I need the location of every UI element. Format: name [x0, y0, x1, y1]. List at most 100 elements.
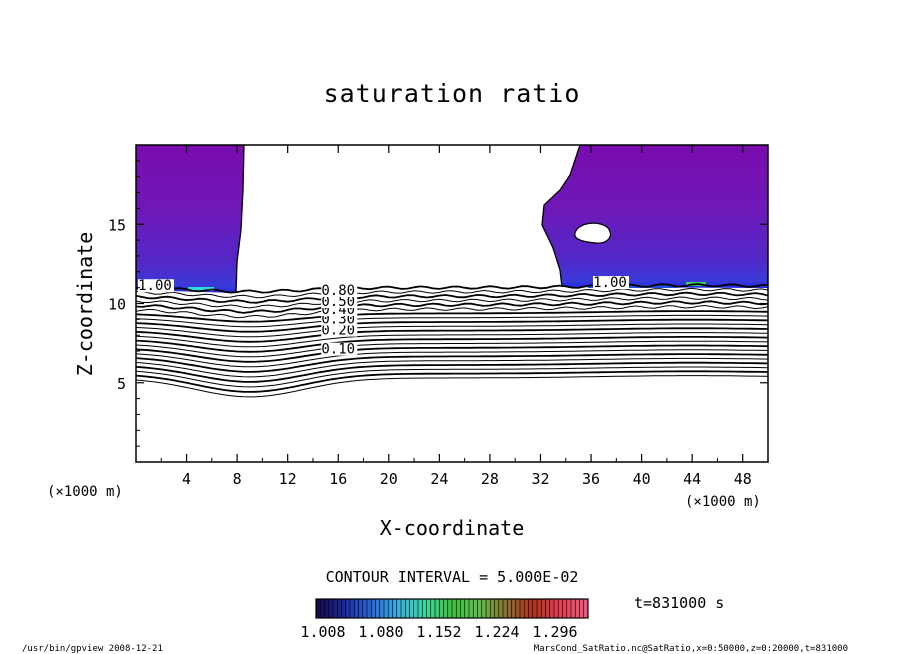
x-tick-label: 48	[734, 470, 752, 488]
y-tick-label: 15	[108, 216, 126, 234]
colorbar-bin	[460, 599, 466, 618]
contour-line	[136, 287, 768, 299]
colorbar-bin	[486, 599, 491, 618]
colorbar-bin	[464, 599, 470, 618]
colorbar-bin	[583, 599, 589, 618]
contour-label-bg	[321, 342, 358, 356]
contour-label: 1.00	[138, 278, 172, 294]
colorbar-bin	[558, 599, 563, 618]
x-tick-label: 36	[582, 470, 600, 488]
colorbar-bin	[503, 599, 508, 618]
colorbar-bin	[477, 599, 483, 618]
contour-line	[136, 357, 768, 378]
colorbar-bin	[333, 599, 338, 618]
colorbar-bin	[443, 599, 449, 618]
x-tick-label: 4	[182, 470, 191, 488]
colorbar-bin	[392, 599, 398, 618]
colorbar-bin	[507, 599, 512, 618]
contour-line	[136, 375, 768, 398]
contour-line	[136, 304, 768, 319]
contour-label-bg	[321, 323, 358, 337]
colorbar-bin	[320, 599, 325, 618]
x-tick-label: 12	[279, 470, 297, 488]
colorbar-bin	[418, 599, 423, 618]
colorbar-bin	[345, 599, 351, 618]
colorbar-bin	[520, 599, 525, 618]
colorbar-bin	[371, 599, 376, 618]
colorbar-bin	[375, 599, 381, 618]
contour-label-bg	[137, 279, 174, 293]
x-tick-label: 40	[633, 470, 651, 488]
contour-line	[136, 349, 768, 368]
contour-line	[136, 353, 768, 373]
x-axis: 4 8 12 16 20 24 28 32 36 40 44 48	[160, 145, 752, 488]
colorbar-bin	[384, 599, 389, 618]
contour-line	[136, 344, 768, 363]
y-tick-label: 5	[117, 375, 126, 393]
colorbar-label: 1.152	[416, 623, 461, 641]
colorbar-bin	[350, 599, 355, 618]
y-tick-label: 10	[108, 296, 126, 314]
x-tick-label: 44	[683, 470, 701, 488]
colorbar-bin	[511, 599, 517, 618]
colorbar-bin	[545, 599, 551, 618]
contour-label: 0.20	[321, 323, 355, 339]
colorbar-bin	[524, 599, 529, 618]
colorbar-bin	[541, 599, 546, 618]
colorbar-bin	[575, 599, 580, 618]
contour-line	[136, 370, 768, 393]
colorbar-bin	[405, 599, 410, 618]
colorbar-bin	[435, 599, 440, 618]
colorbar-bin	[452, 599, 457, 618]
colorbar-bin	[515, 599, 521, 618]
contour-label: 0.80	[321, 283, 355, 299]
x-tick-label: 28	[481, 470, 499, 488]
colorbar-bin	[388, 599, 393, 618]
contour-line	[136, 283, 768, 294]
x-tick-label: 16	[329, 470, 347, 488]
colorbar-bin	[367, 599, 372, 618]
footer-right: MarsCond_SatRatio.nc@SatRatio,x=0:50000,…	[534, 644, 848, 654]
contour-line	[136, 296, 768, 309]
colorbar	[315, 598, 589, 619]
colorbar-label: 1.224	[474, 623, 519, 641]
colorbar-bin	[456, 599, 461, 618]
fill-region-left	[136, 145, 244, 293]
colorbar-label: 1.080	[358, 623, 403, 641]
chart-title: saturation ratio	[324, 79, 581, 108]
contour-line	[136, 340, 768, 358]
y-axis-title: Z-coordinate	[73, 232, 97, 377]
contour-line	[136, 336, 768, 353]
colorbar-bin	[439, 599, 444, 618]
colorbar-label: 1.296	[532, 623, 577, 641]
contour-label-bg	[593, 276, 629, 290]
colorbar-bin	[447, 599, 453, 618]
x-tick-label: 8	[233, 470, 242, 488]
contour-label: 0.10	[321, 342, 355, 358]
fill-streak-blue-right	[588, 285, 678, 288]
colorbar-bin	[426, 599, 432, 618]
contour-interval-text: CONTOUR INTERVAL = 5.000E-02	[326, 568, 579, 586]
fill-boundary-left	[235, 145, 245, 294]
colorbar-label: 1.008	[300, 623, 345, 641]
contour-line	[136, 323, 768, 338]
colorbar-bin	[362, 599, 368, 618]
x-tick-label: 24	[430, 470, 448, 488]
contour-line	[136, 300, 768, 314]
contour-line	[136, 332, 768, 348]
colorbar-bin	[413, 599, 419, 618]
contour-line	[136, 314, 768, 328]
colorbar-bin	[498, 599, 504, 618]
colorbar-labels: 1.008 1.080 1.152 1.224 1.296	[300, 623, 577, 641]
colorbar-bin	[430, 599, 436, 618]
colorbar-bin	[481, 599, 487, 618]
colorbar-bin	[316, 599, 321, 618]
colorbar-bin	[528, 599, 534, 618]
colorbar-bin	[537, 599, 542, 618]
contour-line	[136, 291, 768, 304]
colorbar-bin	[396, 599, 402, 618]
colorbar-bin	[354, 599, 359, 618]
colorbar-bin	[328, 599, 334, 618]
colorbar-bin	[469, 599, 474, 618]
